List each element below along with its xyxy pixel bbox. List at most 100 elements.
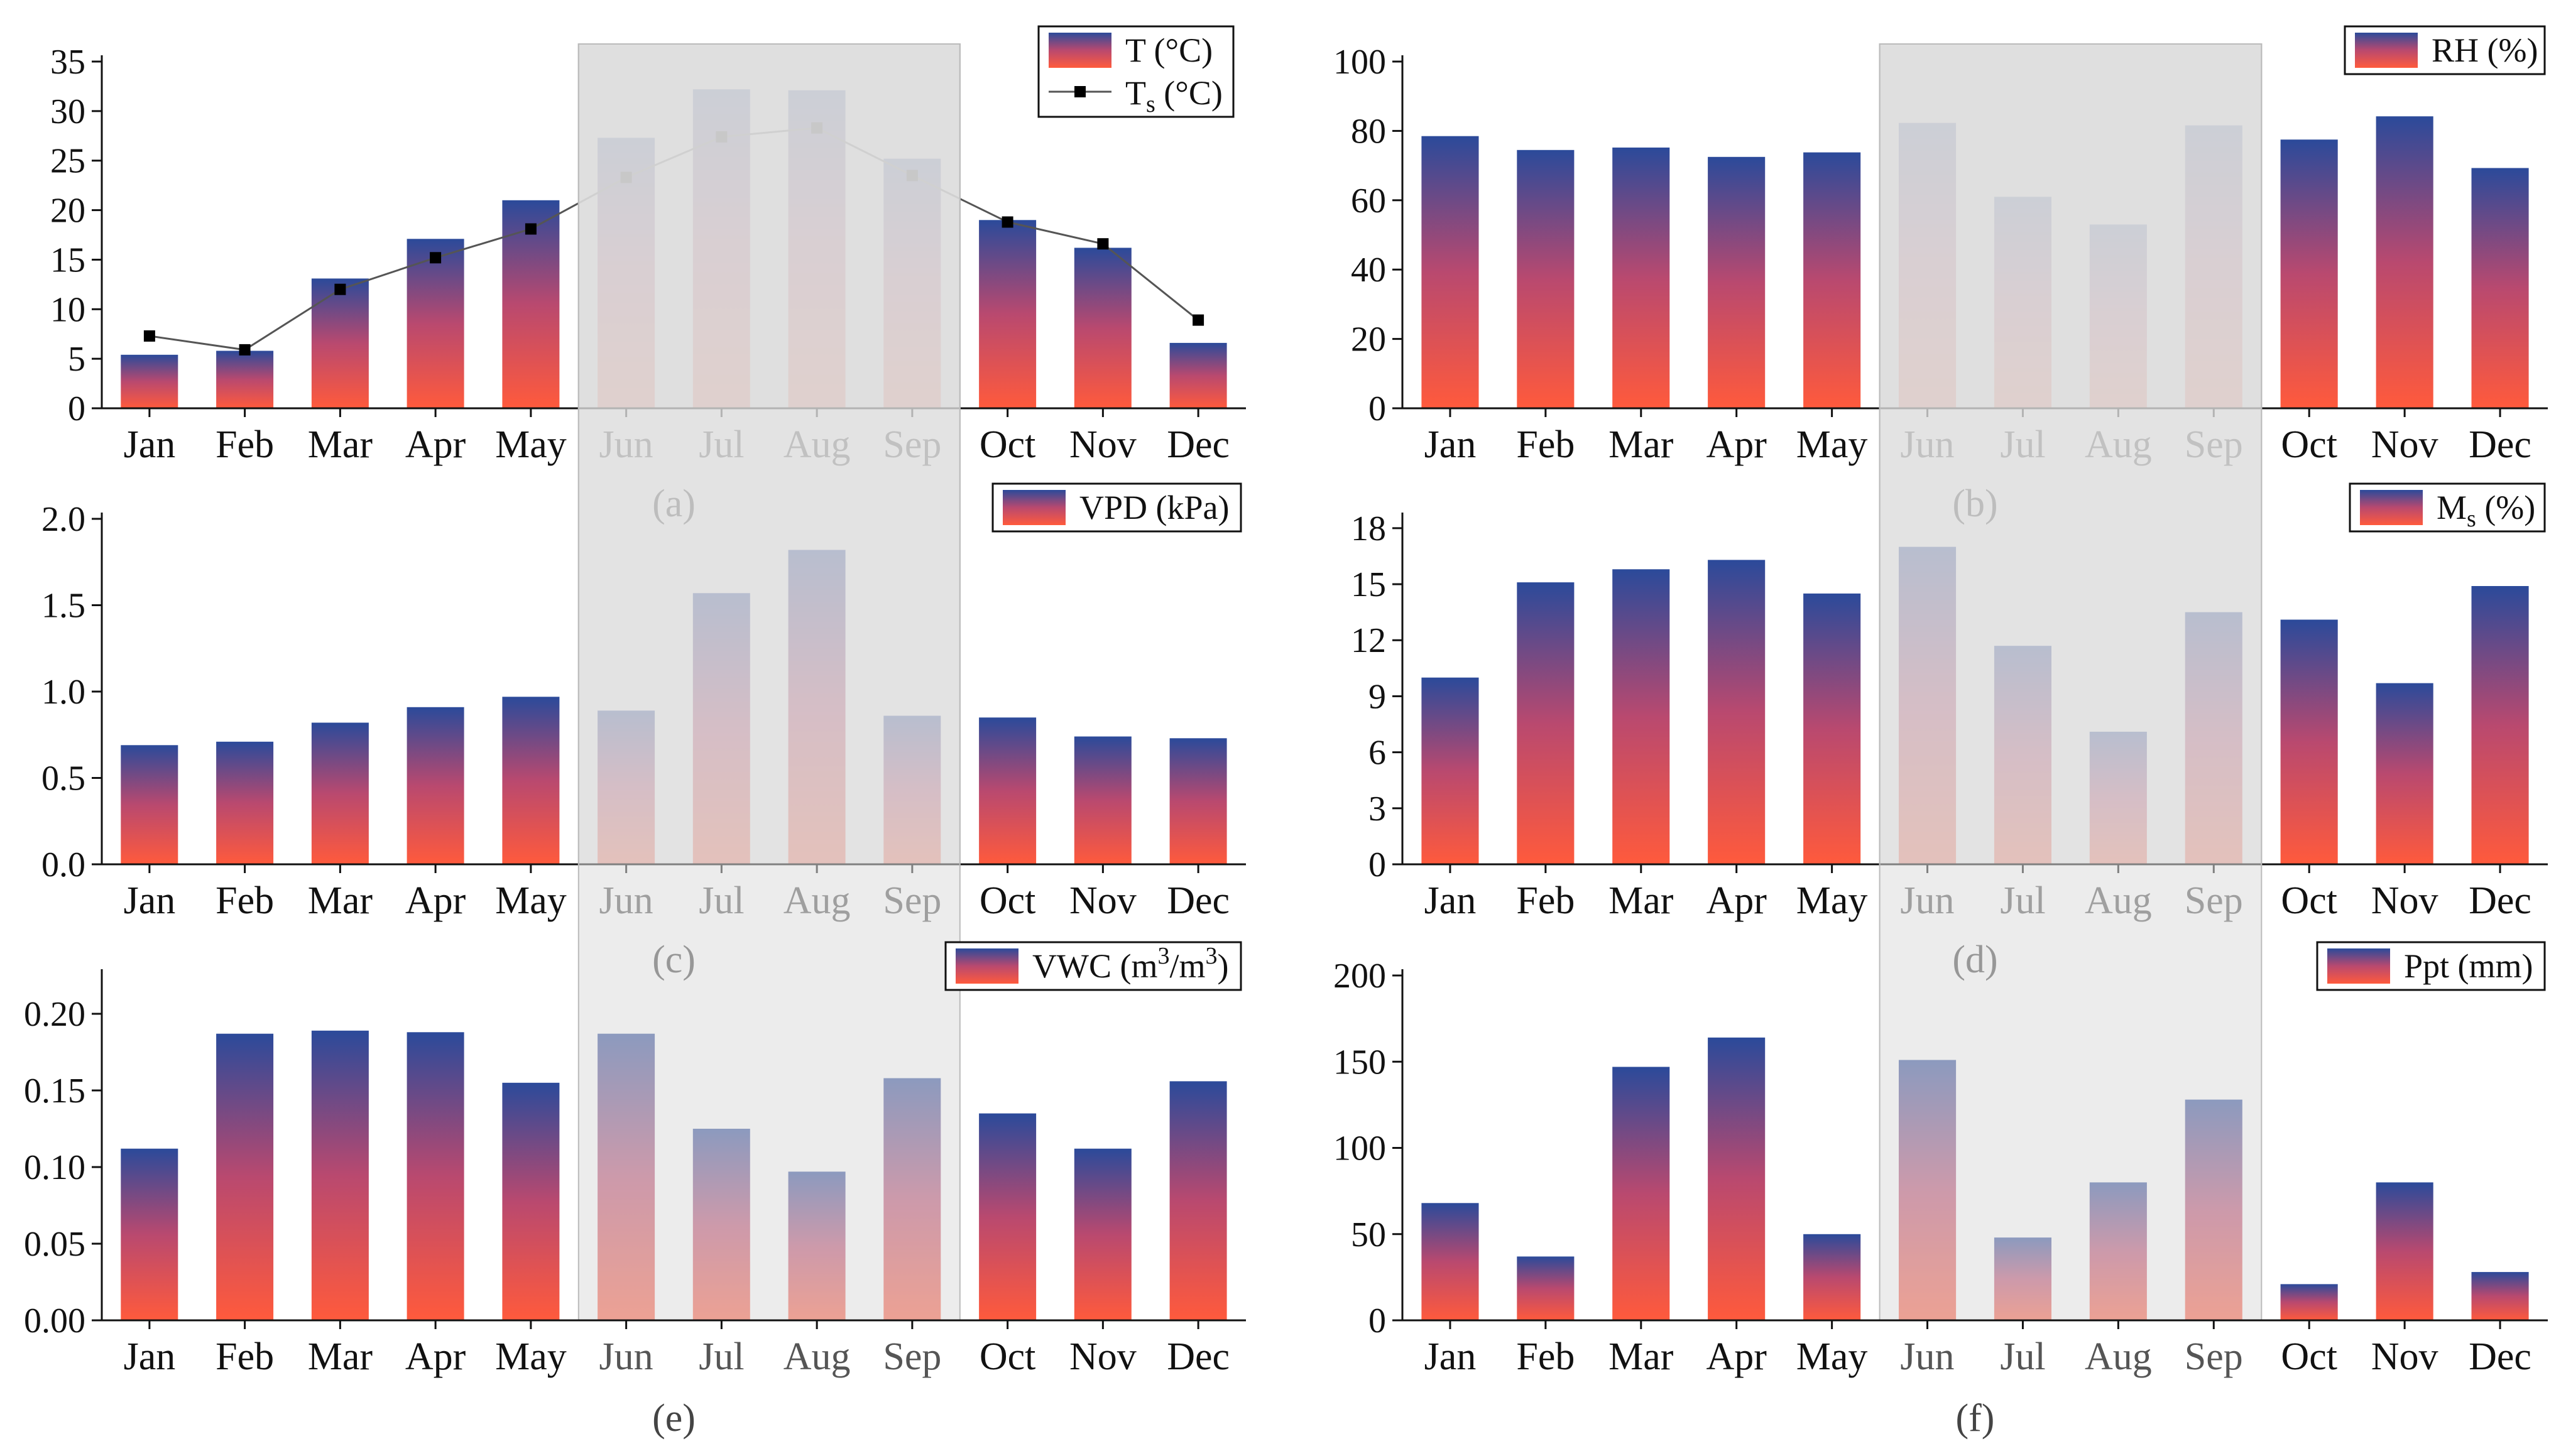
x-tick-label-feb: Feb [216, 1335, 274, 1378]
y-tick-label: 20 [50, 192, 85, 231]
legend-swatch [2360, 490, 2423, 525]
x-tick-label-jun: Jun [1900, 1335, 1954, 1378]
y-tick-label: 10 [50, 290, 85, 329]
ts-point-mar [334, 283, 346, 295]
x-tick-label-apr: Apr [1706, 879, 1767, 922]
bar-dec [2471, 1272, 2529, 1320]
x-tick-label-may: May [1796, 423, 1868, 466]
y-tick-label: 0.20 [24, 995, 85, 1034]
y-tick-label: 5 [68, 340, 85, 379]
ts-point-dec [1193, 314, 1204, 326]
x-tick-label-apr: Apr [405, 879, 466, 922]
x-tick-label-may: May [1796, 879, 1868, 922]
x-tick-label-mar: Mar [308, 879, 373, 922]
y-tick-label: 0.0 [41, 845, 85, 884]
x-tick-label-feb: Feb [1516, 423, 1575, 466]
y-tick-label: 0 [1368, 389, 1386, 428]
y-tick-label: 200 [1333, 957, 1386, 996]
ts-point-may [525, 223, 537, 235]
x-tick-label-jan: Jan [1424, 423, 1477, 466]
bar-feb [216, 1033, 274, 1320]
bar-mar [1612, 1067, 1670, 1320]
bar-feb [216, 350, 274, 408]
y-tick-label: 20 [1351, 320, 1386, 359]
bar-oct [979, 1113, 1037, 1320]
bar-may [502, 697, 560, 865]
x-tick-label-apr: Apr [405, 1335, 466, 1378]
bar-apr [1708, 1037, 1766, 1320]
x-tick-label-dec: Dec [1167, 1335, 1230, 1378]
legend-label: Ms (%) [2437, 489, 2535, 532]
y-tick-label: 0.05 [24, 1225, 85, 1264]
x-tick-label-nov: Nov [1069, 1335, 1137, 1378]
x-tick-label-apr: Apr [1706, 1335, 1767, 1378]
legend-label: Ppt (mm) [2404, 947, 2533, 985]
legend-label: T (°C) [1125, 31, 1213, 69]
y-tick-label: 1.5 [41, 587, 85, 626]
y-tick-label: 50 [1351, 1215, 1386, 1254]
y-tick-label: 0 [1368, 845, 1386, 884]
x-tick-label-mar: Mar [308, 423, 373, 466]
legend: VWC (m3/m3) [944, 941, 1242, 991]
x-tick-label-may: May [495, 423, 567, 466]
bar-oct [979, 220, 1037, 408]
x-tick-label-may: May [495, 1335, 567, 1378]
x-tick-label-jan: Jan [124, 423, 176, 466]
bar-oct [2280, 139, 2338, 408]
ts-point-apr [430, 252, 442, 264]
bar-feb [1517, 149, 1575, 409]
legend-swatch [956, 948, 1018, 984]
x-tick-label-may: May [1796, 1335, 1868, 1378]
y-tick-label: 35 [50, 43, 85, 82]
y-tick-label: 15 [50, 241, 85, 280]
y-tick-label: 0 [1368, 1301, 1386, 1340]
ts-point-feb [239, 344, 251, 356]
panel-label: (e) [652, 1397, 696, 1440]
bar-apr [407, 239, 464, 408]
x-tick-label-jun: Jun [599, 1335, 653, 1378]
x-tick-label-nov: Nov [2371, 879, 2438, 922]
bar-feb [1517, 582, 1575, 864]
bar-feb [216, 741, 274, 865]
x-tick-label-may: May [495, 879, 567, 922]
x-tick-label-nov: Nov [1069, 879, 1137, 922]
x-tick-label-jan: Jan [124, 879, 176, 922]
legend: Ms (%) [2349, 482, 2546, 533]
x-tick-label-dec: Dec [2469, 423, 2531, 466]
y-tick-label: 0 [68, 389, 85, 428]
y-tick-label: 0.10 [24, 1148, 85, 1187]
x-tick-label-aug: Aug [784, 1335, 851, 1378]
y-tick-label: 0.15 [24, 1072, 85, 1111]
bar-oct [2280, 619, 2338, 864]
bar-nov [2376, 116, 2433, 408]
legend: Ppt (mm) [2316, 941, 2546, 991]
y-tick-label: 0.5 [41, 759, 85, 798]
bar-apr [407, 1032, 464, 1320]
bar-nov [1074, 247, 1132, 408]
x-tick-label-dec: Dec [1167, 879, 1230, 922]
x-tick-label-mar: Mar [1608, 423, 1674, 466]
bar-may [502, 1082, 560, 1320]
legend: RH (%) [2344, 25, 2546, 75]
legend-label: Ts (°C) [1125, 74, 1223, 117]
bar-jan [121, 1148, 178, 1320]
y-tick-label: 2.0 [41, 500, 85, 539]
x-tick-label-apr: Apr [405, 423, 466, 466]
x-tick-label-nov: Nov [2371, 1335, 2438, 1378]
x-tick-label-oct: Oct [2281, 1335, 2337, 1378]
legend: T (°C) Ts (°C) [1037, 25, 1235, 118]
bar-apr [407, 707, 464, 865]
y-tick-label: 100 [1333, 1129, 1386, 1168]
bar-dec [2471, 168, 2529, 408]
y-tick-label: 1.0 [41, 673, 85, 712]
bar-dec [1169, 342, 1227, 408]
bar-may [1803, 1234, 1861, 1321]
x-tick-label-dec: Dec [2469, 1335, 2531, 1378]
bar-oct [979, 717, 1037, 865]
y-tick-label: 150 [1333, 1043, 1386, 1082]
summer-shade [577, 43, 961, 1321]
bar-dec [2471, 586, 2529, 864]
x-tick-label-oct: Oct [980, 423, 1036, 466]
bar-jan [1421, 1203, 1479, 1320]
x-tick-label-aug: Aug [2085, 1335, 2152, 1378]
